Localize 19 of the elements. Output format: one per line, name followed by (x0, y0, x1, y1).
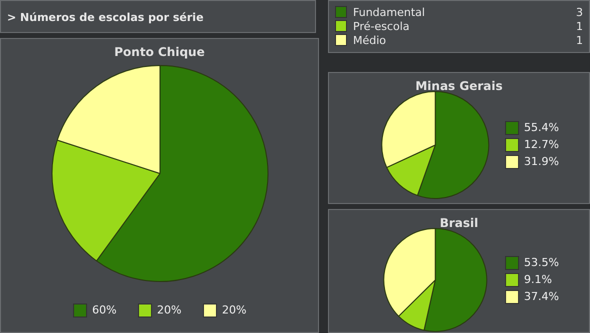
legend-label: 53.5% (524, 256, 560, 269)
category-label: Médio (353, 34, 388, 46)
legend-label: 37.4% (524, 290, 560, 303)
data-label: 3 (576, 6, 583, 18)
legend-label: 9.1% (524, 272, 552, 286)
legend-label: 20% (222, 303, 246, 316)
category-label: Fundamental (353, 6, 426, 18)
data-label: 1 (576, 34, 583, 46)
data-label: 1 (576, 20, 583, 32)
chart-title: Brasil (438, 216, 480, 230)
legend-label: 31.9% (524, 154, 560, 168)
legend-label: 20% (157, 303, 182, 316)
legend-label: 60% (92, 303, 117, 316)
chart-title: Minas Gerais (414, 79, 504, 93)
legend-label: 12.7% (524, 138, 560, 151)
chart-title: Ponto Chique (113, 45, 206, 59)
category-label: Pré-escola (353, 20, 411, 32)
text: > Números de escolas por série (0, 0, 316, 33)
legend-label: 55.4% (524, 120, 560, 134)
